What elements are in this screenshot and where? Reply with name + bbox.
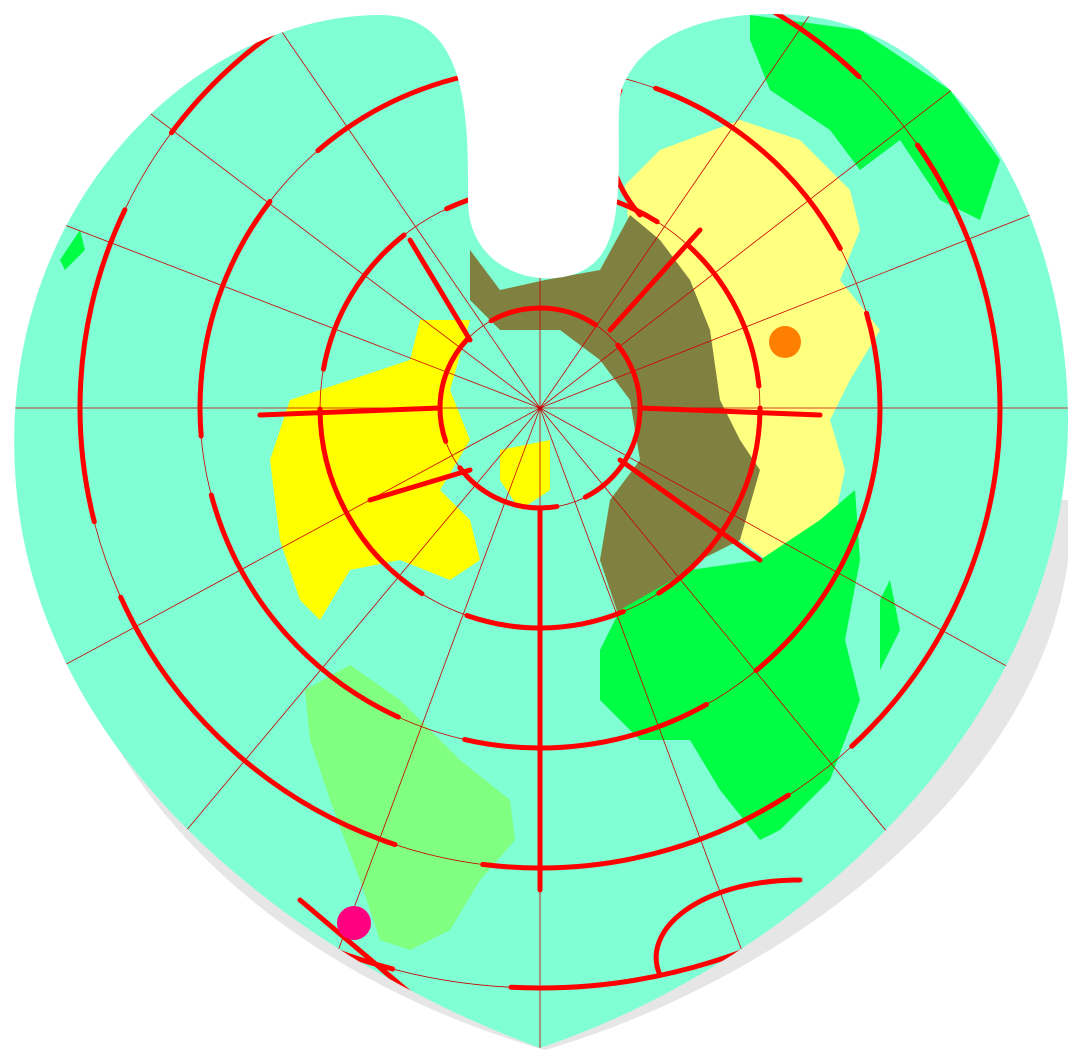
landmass-eurasia [470, 215, 760, 620]
landmass-oceania [750, 15, 1000, 220]
graticule-thick [14, 14, 1068, 1013]
landmass-south-america [305, 665, 515, 950]
landmass-north-america [270, 320, 550, 620]
marker-magenta [337, 906, 371, 940]
marker-orange [769, 326, 801, 358]
